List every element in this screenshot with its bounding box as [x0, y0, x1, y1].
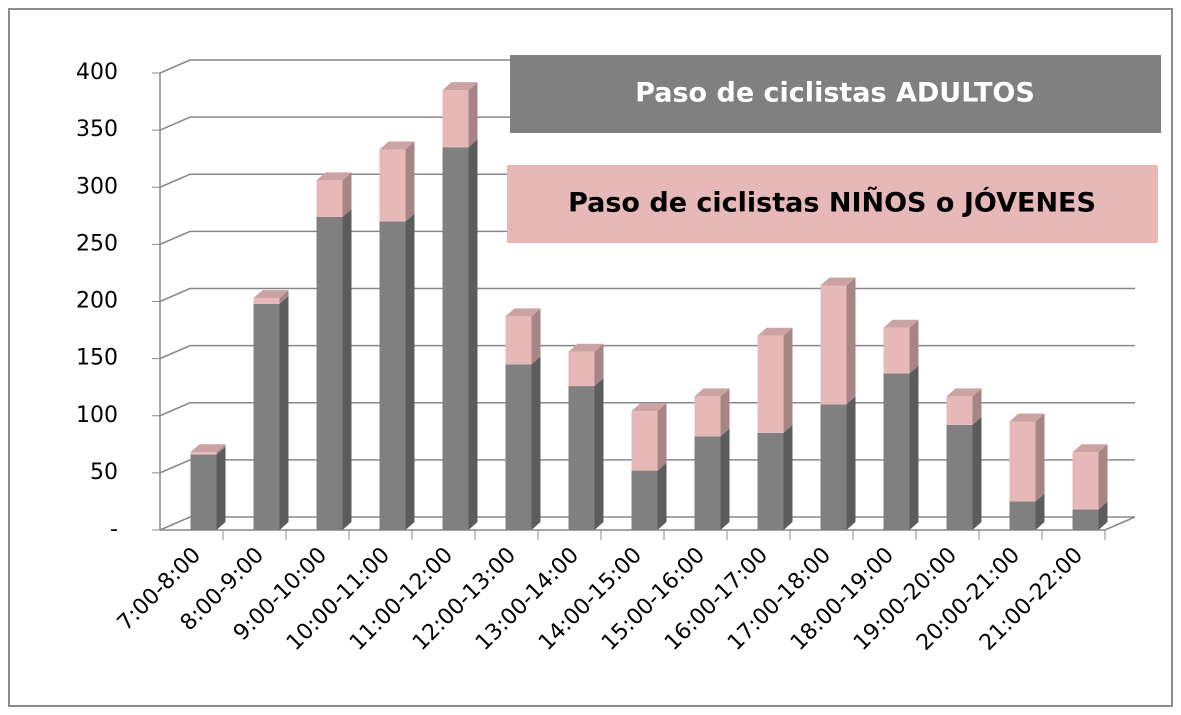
bar-side [720, 388, 730, 437]
bar-top [631, 403, 667, 412]
y-tick-label: 350 [76, 117, 118, 142]
bar [379, 149, 406, 222]
bar-top [694, 388, 730, 397]
bar-side [783, 424, 793, 530]
bar [694, 396, 721, 437]
bar-side [594, 378, 604, 530]
bar [631, 411, 658, 471]
bar-side [216, 444, 226, 455]
bar [505, 364, 532, 530]
legend-label: Paso de ciclistas NIÑOS o JÓVENES [568, 187, 1096, 219]
grid-line [159, 402, 1135, 417]
y-tick-label: 100 [76, 403, 118, 428]
bar-side [342, 172, 352, 217]
bar [442, 147, 469, 530]
bar-top [190, 444, 226, 453]
bar [1072, 452, 1099, 510]
grid-line [159, 516, 1135, 531]
bar-side [1098, 501, 1108, 530]
bar [190, 452, 217, 455]
bar [694, 436, 721, 530]
y-tick-label: 300 [76, 174, 118, 199]
legend: Paso de ciclistas ADULTOS Paso de ciclist… [507, 55, 1161, 243]
bar [253, 298, 280, 304]
bar [505, 316, 532, 365]
y-tick-label: 200 [76, 289, 118, 314]
bar [190, 454, 217, 530]
legend-label: Paso de ciclistas ADULTOS [635, 78, 1035, 109]
bar-top [1009, 413, 1045, 422]
bar [946, 424, 973, 530]
bar-top [883, 319, 919, 328]
bar-side [846, 277, 856, 405]
bar-side [531, 356, 541, 530]
bar-side [783, 327, 793, 433]
bar [631, 470, 658, 530]
y-tick-label: 50 [90, 460, 118, 485]
bar [568, 386, 595, 530]
grid-line [159, 459, 1135, 474]
bar-side [468, 82, 478, 148]
bar [568, 351, 595, 387]
bar-side [594, 343, 604, 387]
y-tick-label: 400 [76, 60, 118, 85]
bar-top [946, 388, 982, 397]
bar [1009, 421, 1036, 502]
bar-side [342, 208, 352, 530]
bar [820, 404, 847, 530]
y-tick-label: - [110, 517, 118, 542]
bar-top [379, 141, 415, 150]
bar-side [972, 388, 982, 425]
bar-top [253, 290, 289, 299]
bar [820, 285, 847, 405]
y-tick-label: 250 [76, 231, 118, 256]
bar-top [820, 277, 856, 286]
bar [1009, 501, 1036, 530]
bar [757, 335, 784, 433]
bar [883, 373, 910, 530]
bar-side [279, 290, 289, 304]
bar-top [568, 343, 604, 352]
bar-side [1098, 444, 1108, 510]
bar-top [1072, 444, 1108, 453]
bar [946, 396, 973, 425]
bar [442, 90, 469, 148]
grid-line [159, 287, 1135, 303]
bar [316, 216, 343, 530]
bar-top [442, 82, 478, 91]
bar-side [1035, 493, 1045, 530]
bar [379, 221, 406, 530]
bar-top [757, 327, 793, 336]
y-tick-label: 150 [76, 346, 118, 371]
bar-side [216, 446, 226, 530]
bar-side [405, 141, 415, 222]
bar [316, 180, 343, 217]
legend-box [510, 55, 1161, 133]
bar-side [405, 213, 415, 530]
bar-side [657, 462, 667, 530]
bar [757, 432, 784, 530]
bar-side [531, 308, 541, 365]
bar-side [279, 295, 289, 530]
bar-side [846, 396, 856, 530]
bar-side [1035, 413, 1045, 502]
bar-top [316, 172, 352, 181]
legend-box [507, 165, 1158, 243]
bar-side [657, 403, 667, 471]
bar-side [972, 416, 982, 530]
bar [883, 327, 910, 374]
bar-side [468, 139, 478, 530]
bar-top [505, 308, 541, 317]
grid-line [159, 344, 1135, 360]
bar [1072, 509, 1099, 530]
bar-side [909, 365, 919, 530]
bar [253, 303, 280, 530]
bar-side [909, 319, 919, 374]
bar-side [720, 428, 730, 530]
